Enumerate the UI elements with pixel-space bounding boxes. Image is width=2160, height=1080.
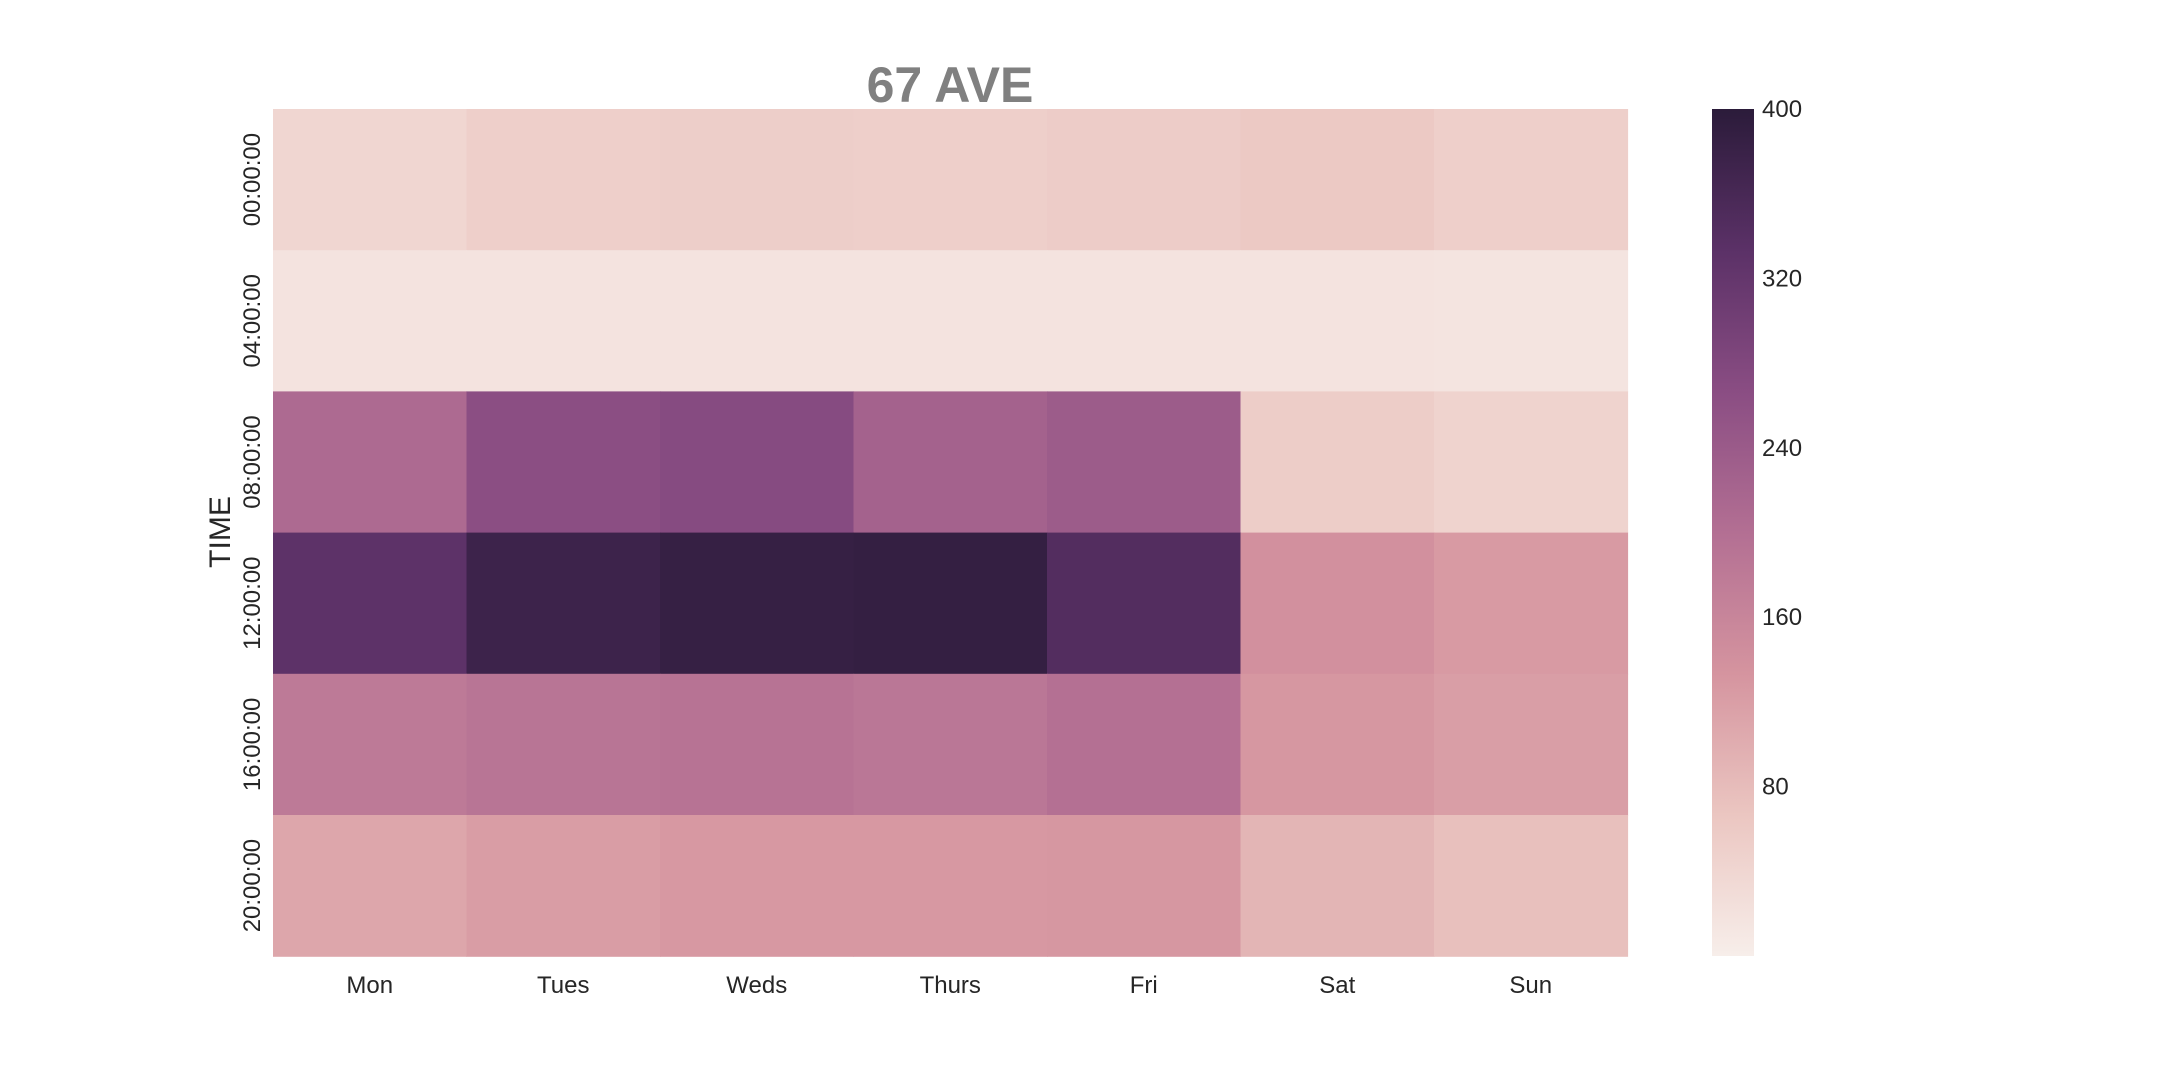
x-tick-label: Fri [1130,972,1158,999]
colorbar-tick-label: 80 [1762,774,1789,801]
y-tick-labels: 00:00:00 04:00:00 08:00:00 12:00:00 16:00:00… [239,133,266,932]
heatmap-cell [466,673,661,816]
x-tick-label: Mon [346,972,393,999]
colorbar-tick-label: 320 [1762,265,1802,292]
x-tick-label: Tues [537,972,589,999]
heatmap-cell [1240,673,1435,816]
colorbar-tick-label: 240 [1762,435,1802,462]
y-tick-label: 08:00:00 [239,415,266,508]
heatmap-cell [660,532,855,675]
heatmap-cell [853,673,1048,816]
heatmap-cell [466,250,661,392]
heatmap-cell [466,815,661,957]
y-tick-label: 04:00:00 [239,274,266,367]
heatmap-cell [1434,109,1629,251]
heatmap-cell [1240,109,1435,251]
heatmap-cells [273,109,1629,957]
y-tick-label: 16:00:00 [239,698,266,791]
heatmap-cell [273,673,468,816]
heatmap-cell [853,815,1048,957]
colorbar-tick-label: 400 [1762,96,1802,123]
heatmap-cell [853,391,1048,534]
heatmap-cell [273,815,468,957]
y-tick-label: 20:00:00 [239,839,266,932]
heatmap-cell [273,109,468,251]
y-tick-label: 00:00:00 [239,133,266,226]
heatmap-cell [660,250,855,392]
heatmap-cell [273,250,468,392]
heatmap-cell [1240,391,1435,534]
heatmap-cell [1047,391,1242,534]
heatmap-cell [1434,673,1629,816]
heatmap-cell [1047,532,1242,675]
heatmap-cell [660,815,855,957]
colorbar-tick-labels: 80 160 240 320 400 [1762,96,1802,801]
heatmap-cell [273,391,468,534]
heatmap-cell [466,391,661,534]
heatmap-cell [466,109,661,251]
heatmap-cell [1240,250,1435,392]
x-tick-label: Sat [1319,972,1355,999]
chart-title: 67 AVE [867,57,1034,113]
heatmap-cell [1047,815,1242,957]
heatmap-cell [1434,391,1629,534]
heatmap-cell [1047,109,1242,251]
x-tick-label: Thurs [920,972,981,999]
heatmap-cell [660,673,855,816]
heatmap-cell [1047,673,1242,816]
x-tick-labels: Mon Tues Weds Thurs Fri Sat Sun [346,972,1552,999]
y-tick-label: 12:00:00 [239,556,266,649]
colorbar-tick-label: 160 [1762,604,1802,631]
heatmap-cell [853,109,1048,251]
heatmap-cell [1240,815,1435,957]
x-tick-label: Weds [726,972,787,999]
y-axis-label: TIME [204,496,237,568]
heatmap-cell [1434,250,1629,392]
heatmap-cell [853,250,1048,392]
heatmap-cell [853,532,1048,675]
heatmap-cell [466,532,661,675]
heatmap-cell [1240,532,1435,675]
heatmap-cell [1434,532,1629,675]
colorbar [1712,109,1754,956]
heatmap-cell [1047,250,1242,392]
heatmap-cell [660,391,855,534]
x-tick-label: Sun [1509,972,1552,999]
heatmap-cell [273,532,468,675]
heatmap-cell [1434,815,1629,957]
heatmap-cell [660,109,855,251]
